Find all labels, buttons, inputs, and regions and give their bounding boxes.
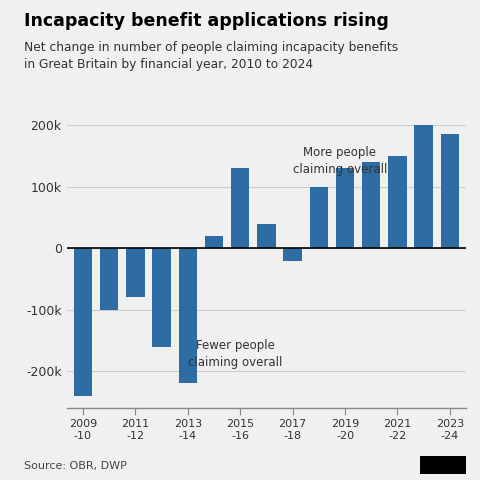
- Bar: [415, 125, 433, 248]
- Bar: [336, 168, 354, 248]
- Bar: [179, 248, 197, 384]
- Text: Source: OBR, DWP: Source: OBR, DWP: [24, 461, 127, 471]
- Bar: [441, 134, 459, 248]
- Text: Net change in number of people claiming incapacity benefits
in Great Britain by : Net change in number of people claiming …: [24, 41, 398, 72]
- Bar: [205, 236, 223, 248]
- Text: More people
claiming overall: More people claiming overall: [293, 146, 387, 176]
- Bar: [152, 248, 171, 347]
- Bar: [257, 224, 276, 248]
- Bar: [310, 187, 328, 248]
- Text: Incapacity benefit applications rising: Incapacity benefit applications rising: [24, 12, 389, 30]
- Text: BBC: BBC: [427, 458, 458, 472]
- Bar: [74, 248, 92, 396]
- Bar: [231, 168, 250, 248]
- Text: Fewer people
claiming overall: Fewer people claiming overall: [188, 339, 282, 369]
- Bar: [283, 248, 302, 261]
- Bar: [362, 162, 381, 248]
- Bar: [388, 156, 407, 248]
- Bar: [126, 248, 144, 298]
- Bar: [100, 248, 118, 310]
